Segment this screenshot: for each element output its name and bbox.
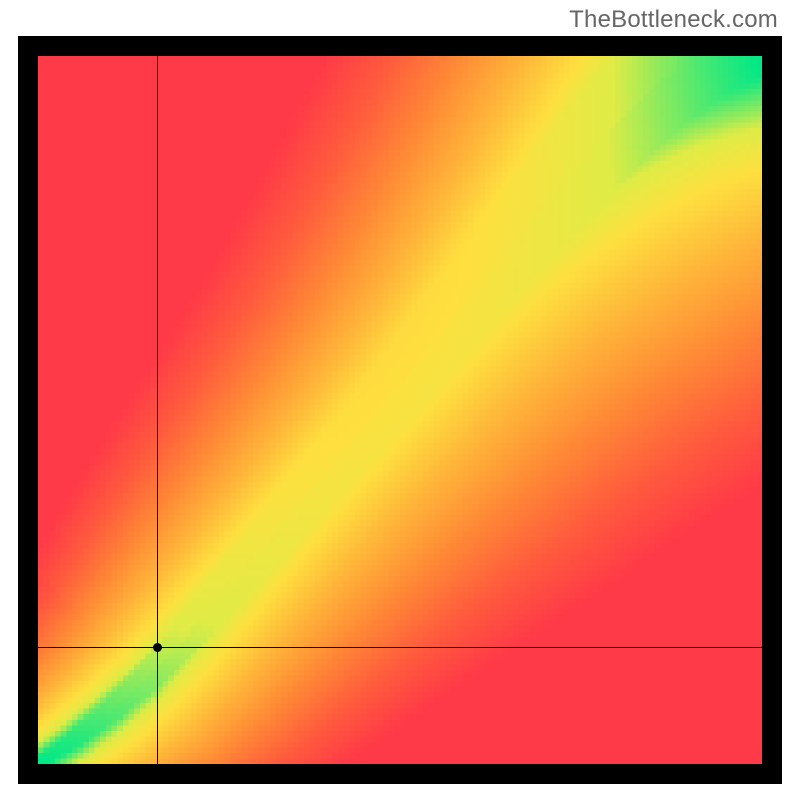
plot-area — [38, 56, 762, 764]
crosshair-dot — [153, 643, 162, 652]
crosshair-vertical — [157, 56, 158, 764]
heatmap-canvas — [38, 56, 762, 764]
plot-frame — [18, 36, 782, 784]
watermark-text: TheBottleneck.com — [569, 6, 778, 34]
crosshair-horizontal — [38, 647, 762, 648]
